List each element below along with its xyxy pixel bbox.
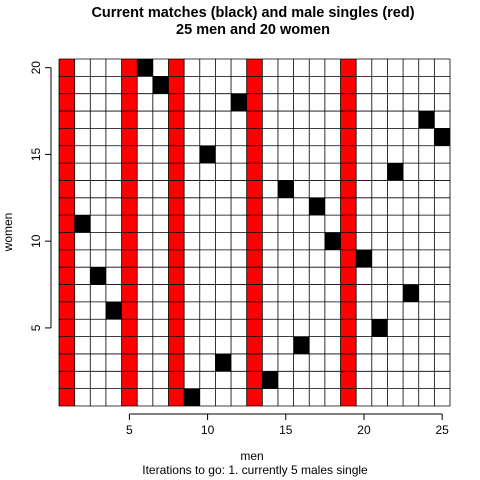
match-cell-man-14-woman-2 <box>262 371 278 389</box>
match-cell-man-18-woman-10 <box>324 232 341 250</box>
match-cell-man-3-woman-8 <box>90 267 106 285</box>
y-tick-label: 5 <box>29 324 43 331</box>
match-cell-man-17-woman-12 <box>309 197 325 216</box>
match-cell-man-15-woman-13 <box>277 180 294 198</box>
y-tick-label: 20 <box>29 61 43 75</box>
match-cell-man-11-woman-3 <box>215 353 232 372</box>
x-axis-subtitle: Iterations to go: 1. currently 5 males s… <box>142 463 368 477</box>
match-cell-man-20-woman-9 <box>356 249 372 268</box>
match-cell-man-4-woman-6 <box>105 301 122 320</box>
x-axis-label: men <box>240 449 263 463</box>
match-cell-man-23-woman-7 <box>403 284 419 302</box>
match-cell-man-9-woman-1 <box>184 388 200 406</box>
match-cell-man-12-woman-18 <box>231 93 247 112</box>
match-cell-man-2-woman-11 <box>74 215 91 233</box>
match-cell-man-10-woman-15 <box>199 145 216 164</box>
match-cell-man-6-woman-20 <box>137 59 153 77</box>
y-tick-label: 15 <box>29 147 43 161</box>
x-tick-label: 20 <box>357 423 371 437</box>
y-axis-label: women <box>1 213 15 253</box>
x-tick-label: 10 <box>201 423 215 437</box>
match-cell-man-21-woman-5 <box>371 319 388 337</box>
match-cell-man-25-woman-16 <box>434 128 450 146</box>
x-tick-label: 5 <box>126 423 133 437</box>
x-tick-label: 15 <box>279 423 293 437</box>
match-cell-man-22-woman-14 <box>387 163 404 181</box>
plot-area <box>58 58 451 407</box>
match-cell-man-24-woman-17 <box>418 111 435 129</box>
y-tick-label: 10 <box>29 234 43 248</box>
axes: 5 10 15 20 25 5 10 15 20 <box>29 61 449 437</box>
chart-title-line-1: Current matches (black) and male singles… <box>91 5 414 21</box>
chart-title-line-2: 25 men and 20 women <box>176 22 330 38</box>
match-cell-man-7-woman-19 <box>152 76 169 94</box>
x-tick-label: 25 <box>436 423 450 437</box>
match-cell-man-16-woman-4 <box>293 336 310 354</box>
